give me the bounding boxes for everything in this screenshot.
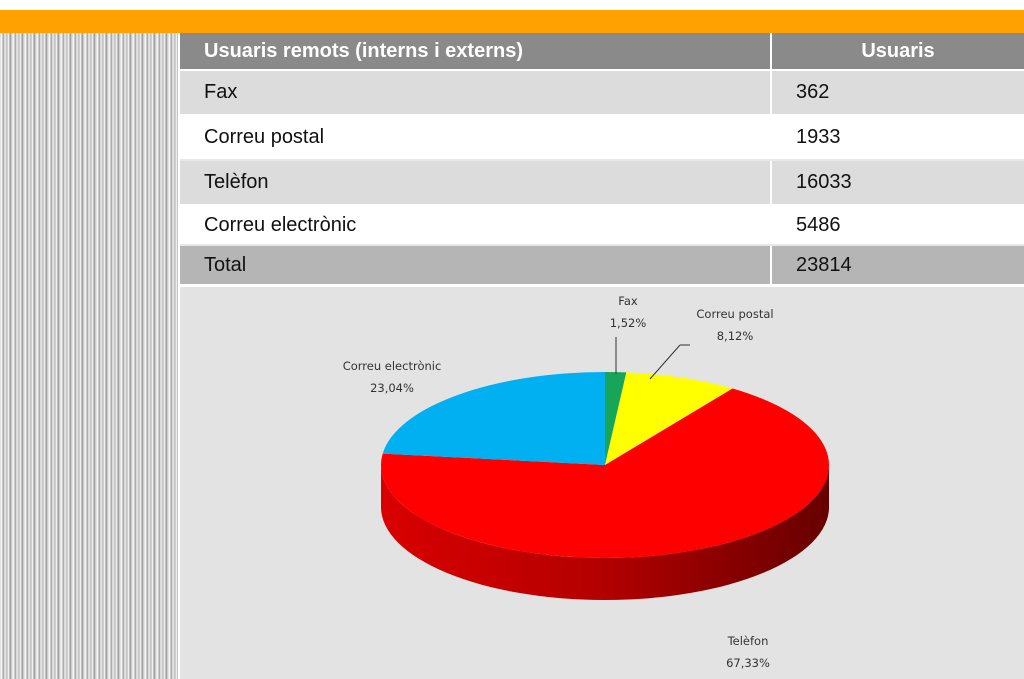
slice-label: Correu electrònic bbox=[343, 359, 442, 373]
pie-chart: Fax 1,52% Correu postal 8,12% Telèfon 67,33% C… bbox=[180, 287, 1024, 679]
table-cell: Fax bbox=[180, 70, 771, 115]
page: Usuaris remots (interns i externs) Usuar… bbox=[0, 0, 1024, 679]
top-bar bbox=[0, 10, 1024, 33]
side-photo bbox=[0, 33, 178, 679]
table-cell: 5486 bbox=[771, 205, 1024, 245]
table-cell: 16033 bbox=[771, 160, 1024, 205]
users-table: Usuaris remots (interns i externs) Usuar… bbox=[180, 33, 1024, 286]
table-cell: Correu postal bbox=[180, 115, 771, 160]
header-row: Usuaris remots (interns i externs) Usuar… bbox=[180, 33, 1024, 70]
header-cell: Usuaris remots (interns i externs) bbox=[180, 33, 771, 70]
table-cell: 1933 bbox=[771, 115, 1024, 160]
slice-value-label: 8,12% bbox=[717, 329, 754, 343]
slice-value-label: 23,04% bbox=[370, 381, 414, 395]
slice-value-label: 67,33% bbox=[726, 656, 770, 670]
table-cell: 362 bbox=[771, 70, 1024, 115]
table-cell: Correu electrònic bbox=[180, 205, 771, 245]
slice-label: Fax bbox=[618, 294, 638, 308]
table-cell: Total bbox=[180, 245, 771, 285]
header-cell: Usuaris bbox=[771, 33, 1024, 70]
table-cell: Telèfon bbox=[180, 160, 771, 205]
table-cell: 23814 bbox=[771, 245, 1024, 285]
slice-label: Telèfon bbox=[727, 634, 769, 648]
slice-value-label: 1,52% bbox=[610, 316, 647, 330]
slice-label: Correu postal bbox=[696, 307, 773, 321]
